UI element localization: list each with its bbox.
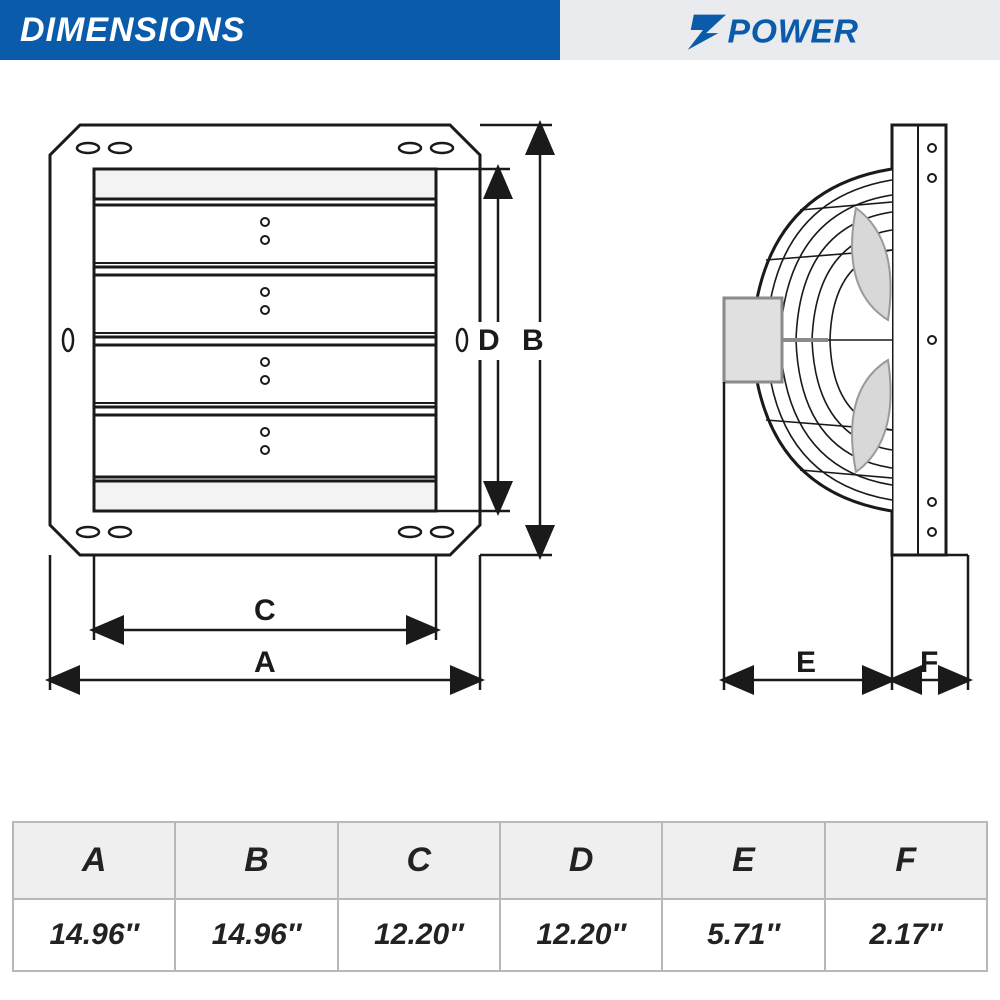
cell-C: 12.20″: [338, 899, 500, 971]
cell-B: 14.96″: [175, 899, 337, 971]
table-header-row: A B C D E F: [13, 822, 987, 899]
brand-logo: POWER: [560, 0, 1000, 60]
cell-A: 14.96″: [13, 899, 175, 971]
col-C: C: [338, 822, 500, 899]
dim-label-a: A: [254, 646, 276, 680]
dimension-drawing: [0, 90, 1000, 760]
dim-label-d: D: [474, 322, 504, 360]
header-title: DIMENSIONS: [0, 0, 560, 60]
dim-label-e: E: [796, 646, 816, 680]
col-F: F: [825, 822, 987, 899]
dim-label-b: B: [518, 322, 548, 360]
col-E: E: [662, 822, 824, 899]
col-A: A: [13, 822, 175, 899]
diagram-area: A C B D E F: [0, 90, 1000, 760]
dimensions-table: A B C D E F 14.96″ 14.96″ 12.20″ 12.20″ …: [12, 821, 988, 972]
table-row: 14.96″ 14.96″ 12.20″ 12.20″ 5.71″ 2.17″: [13, 899, 987, 971]
power-logo-icon: POWER: [680, 7, 879, 53]
dim-label-f: F: [920, 646, 938, 680]
svg-text:POWER: POWER: [728, 12, 859, 50]
side-view: [724, 125, 946, 555]
cell-D: 12.20″: [500, 899, 662, 971]
header-bar: DIMENSIONS POWER: [0, 0, 1000, 60]
col-B: B: [175, 822, 337, 899]
cell-F: 2.17″: [825, 899, 987, 971]
cell-E: 5.71″: [662, 899, 824, 971]
col-D: D: [500, 822, 662, 899]
dim-label-c: C: [254, 594, 276, 628]
front-view: [50, 125, 480, 555]
